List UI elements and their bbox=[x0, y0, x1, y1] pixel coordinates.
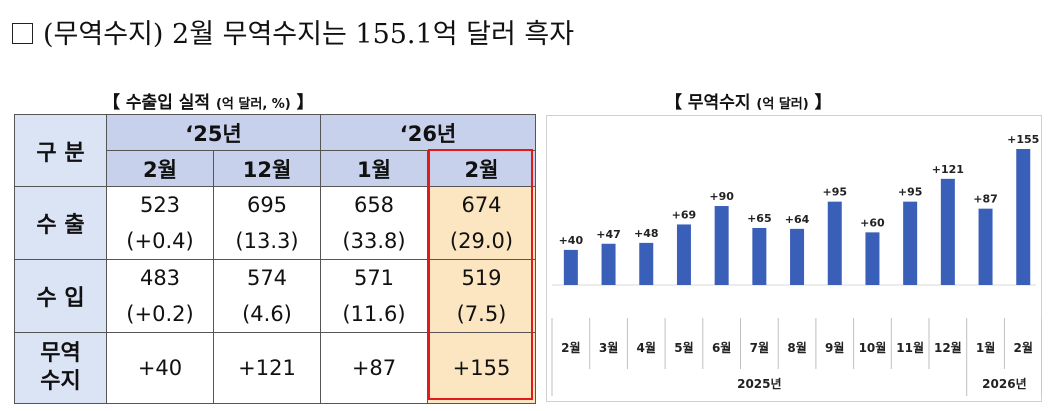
chart-frame bbox=[546, 115, 1042, 402]
export-change: (33.8) bbox=[342, 229, 406, 253]
data-label: +95 bbox=[898, 186, 923, 199]
table-cell: 658 (33.8) bbox=[320, 186, 428, 260]
balance-value: +87 bbox=[320, 332, 428, 404]
table-cell: 483 (+0.2) bbox=[106, 259, 214, 333]
chart-bar bbox=[676, 224, 691, 285]
heading-text: (무역수지) 2월 무역수지는 155.1억 달러 흑자 bbox=[43, 19, 575, 50]
chart-bar bbox=[1016, 149, 1031, 285]
export-value: 523 bbox=[139, 193, 181, 217]
category-label: 11월 bbox=[896, 340, 924, 355]
export-change: (29.0) bbox=[449, 229, 514, 253]
category-label: 4월 bbox=[637, 340, 656, 355]
table-cell: 519 (7.5) bbox=[427, 259, 536, 333]
data-label: +40 bbox=[559, 234, 584, 247]
category-label: 9월 bbox=[825, 340, 844, 355]
table-cell: 571 (11.6) bbox=[320, 259, 428, 333]
table-title-end: 】 bbox=[296, 93, 314, 113]
export-value: 695 bbox=[246, 193, 288, 217]
category-label: 10월 bbox=[859, 340, 887, 355]
section-heading: (무역수지) 2월 무역수지는 155.1억 달러 흑자 bbox=[12, 12, 574, 51]
chart-title-end: 】 bbox=[814, 93, 832, 113]
table-caption: 【 수출입 실적 (억 달러, %) 】 bbox=[103, 88, 314, 113]
import-value: 574 bbox=[246, 266, 288, 290]
table-row: 수 입 483 (+0.2) 574 (4.6) 571 (11.6) 519 (7.5… bbox=[14, 259, 536, 333]
year-header-2026: ‘26년 bbox=[320, 114, 536, 151]
month-header: 2월 bbox=[427, 150, 536, 187]
table-row: 수 출 523 (+0.4) 695 (13.3) 658 (33.8) 674 (29… bbox=[14, 186, 536, 260]
data-label: +47 bbox=[596, 228, 621, 241]
year-header-2025: ‘25년 bbox=[106, 114, 321, 151]
chart-bar bbox=[865, 232, 880, 285]
export-value: 658 bbox=[353, 193, 395, 217]
data-label: +60 bbox=[860, 216, 885, 229]
export-change: (+0.4) bbox=[126, 229, 194, 253]
row-label: 수 입 bbox=[14, 259, 107, 333]
import-value: 483 bbox=[139, 266, 181, 290]
category-label: 2월 bbox=[1014, 340, 1033, 355]
corner-cell: 구 분 bbox=[14, 114, 107, 187]
chart-bar bbox=[790, 228, 805, 285]
table-cell: 574 (4.6) bbox=[213, 259, 321, 333]
balance-value: +121 bbox=[213, 332, 321, 404]
trade-balance-chart: +40 +47 +48 +69 +90 +65 +64 +95 +60 +95 +121 +87 +15… bbox=[546, 115, 1042, 402]
year-group-label: 2025년 bbox=[737, 377, 781, 391]
data-label: +48 bbox=[634, 227, 659, 240]
chart-title: 【 무역수지 bbox=[665, 93, 751, 113]
table-cell: 695 (13.3) bbox=[213, 186, 321, 260]
import-change: (7.5) bbox=[456, 302, 507, 326]
row-label-line: 수지 bbox=[40, 369, 81, 394]
balance-value: +155 bbox=[427, 332, 536, 404]
data-label: +64 bbox=[785, 213, 810, 226]
category-label: 12월 bbox=[934, 340, 962, 355]
import-change: (4.6) bbox=[242, 302, 292, 326]
row-label: 수 출 bbox=[14, 186, 107, 260]
chart-bar bbox=[940, 178, 955, 285]
table-unit: (억 달러, %) bbox=[215, 97, 291, 112]
month-header: 2월 bbox=[106, 150, 214, 187]
row-label-line: 무역 bbox=[40, 341, 81, 366]
category-label: 1월 bbox=[976, 340, 995, 355]
chart-bar bbox=[714, 206, 729, 285]
data-label: +65 bbox=[747, 212, 772, 225]
chart-bar bbox=[903, 201, 918, 285]
category-label: 8월 bbox=[787, 340, 806, 355]
data-label: +95 bbox=[822, 186, 847, 199]
table-cell: 523 (+0.4) bbox=[106, 186, 214, 260]
category-label: 6월 bbox=[712, 340, 731, 355]
export-value: 674 bbox=[461, 193, 502, 217]
import-value: 571 bbox=[353, 266, 395, 290]
import-value: 519 bbox=[461, 266, 502, 290]
category-label: 7월 bbox=[750, 340, 769, 355]
import-change: (+0.2) bbox=[126, 302, 194, 326]
trade-table: 구 분 ‘25년 ‘26년 2월 12월 1월 2월 수 출 523 (+0.4)… bbox=[14, 114, 536, 404]
table-cell: 674 (29.0) bbox=[427, 186, 536, 260]
month-header: 12월 bbox=[213, 150, 321, 187]
data-label: +155 bbox=[1007, 133, 1039, 146]
chart-bar bbox=[563, 249, 578, 285]
month-header: 1월 bbox=[320, 150, 428, 187]
chart-bar bbox=[978, 208, 993, 285]
chart-bar bbox=[827, 201, 842, 285]
chart-bar bbox=[639, 242, 654, 285]
table-title: 【 수출입 실적 bbox=[103, 93, 211, 113]
category-label: 2월 bbox=[561, 340, 580, 355]
year-group-label: 2026년 bbox=[982, 377, 1026, 391]
category-label: 5월 bbox=[674, 340, 693, 355]
chart-bar bbox=[601, 243, 616, 285]
data-label: +90 bbox=[709, 190, 734, 203]
chart-caption: 【 무역수지 (억 달러) 】 bbox=[665, 88, 832, 113]
balance-value: +40 bbox=[106, 332, 214, 404]
category-label: 3월 bbox=[599, 340, 618, 355]
data-label: +69 bbox=[672, 208, 697, 221]
chart-bar bbox=[752, 227, 767, 285]
chart-unit: (억 달러) bbox=[756, 97, 809, 112]
export-change: (13.3) bbox=[235, 229, 299, 253]
data-label: +87 bbox=[973, 193, 998, 206]
import-change: (11.6) bbox=[342, 302, 406, 326]
data-label: +121 bbox=[932, 163, 964, 176]
checkbox-square-icon bbox=[12, 23, 33, 44]
